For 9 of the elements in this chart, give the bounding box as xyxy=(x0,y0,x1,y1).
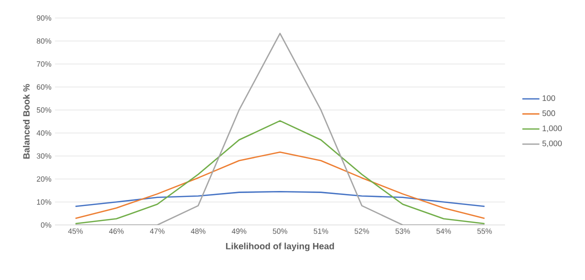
legend-label: 1,000 xyxy=(542,125,562,132)
legend-label: 100 xyxy=(542,95,556,101)
line-series xyxy=(74,190,486,208)
legend-label: 5,000 xyxy=(542,140,562,148)
line-series xyxy=(74,151,486,219)
line-series xyxy=(74,120,486,224)
x-axis-title: Likelihood of laying Head xyxy=(226,242,334,252)
y-axis-title: Balanced Book % xyxy=(22,84,30,159)
legend-label: 500 xyxy=(542,110,556,116)
